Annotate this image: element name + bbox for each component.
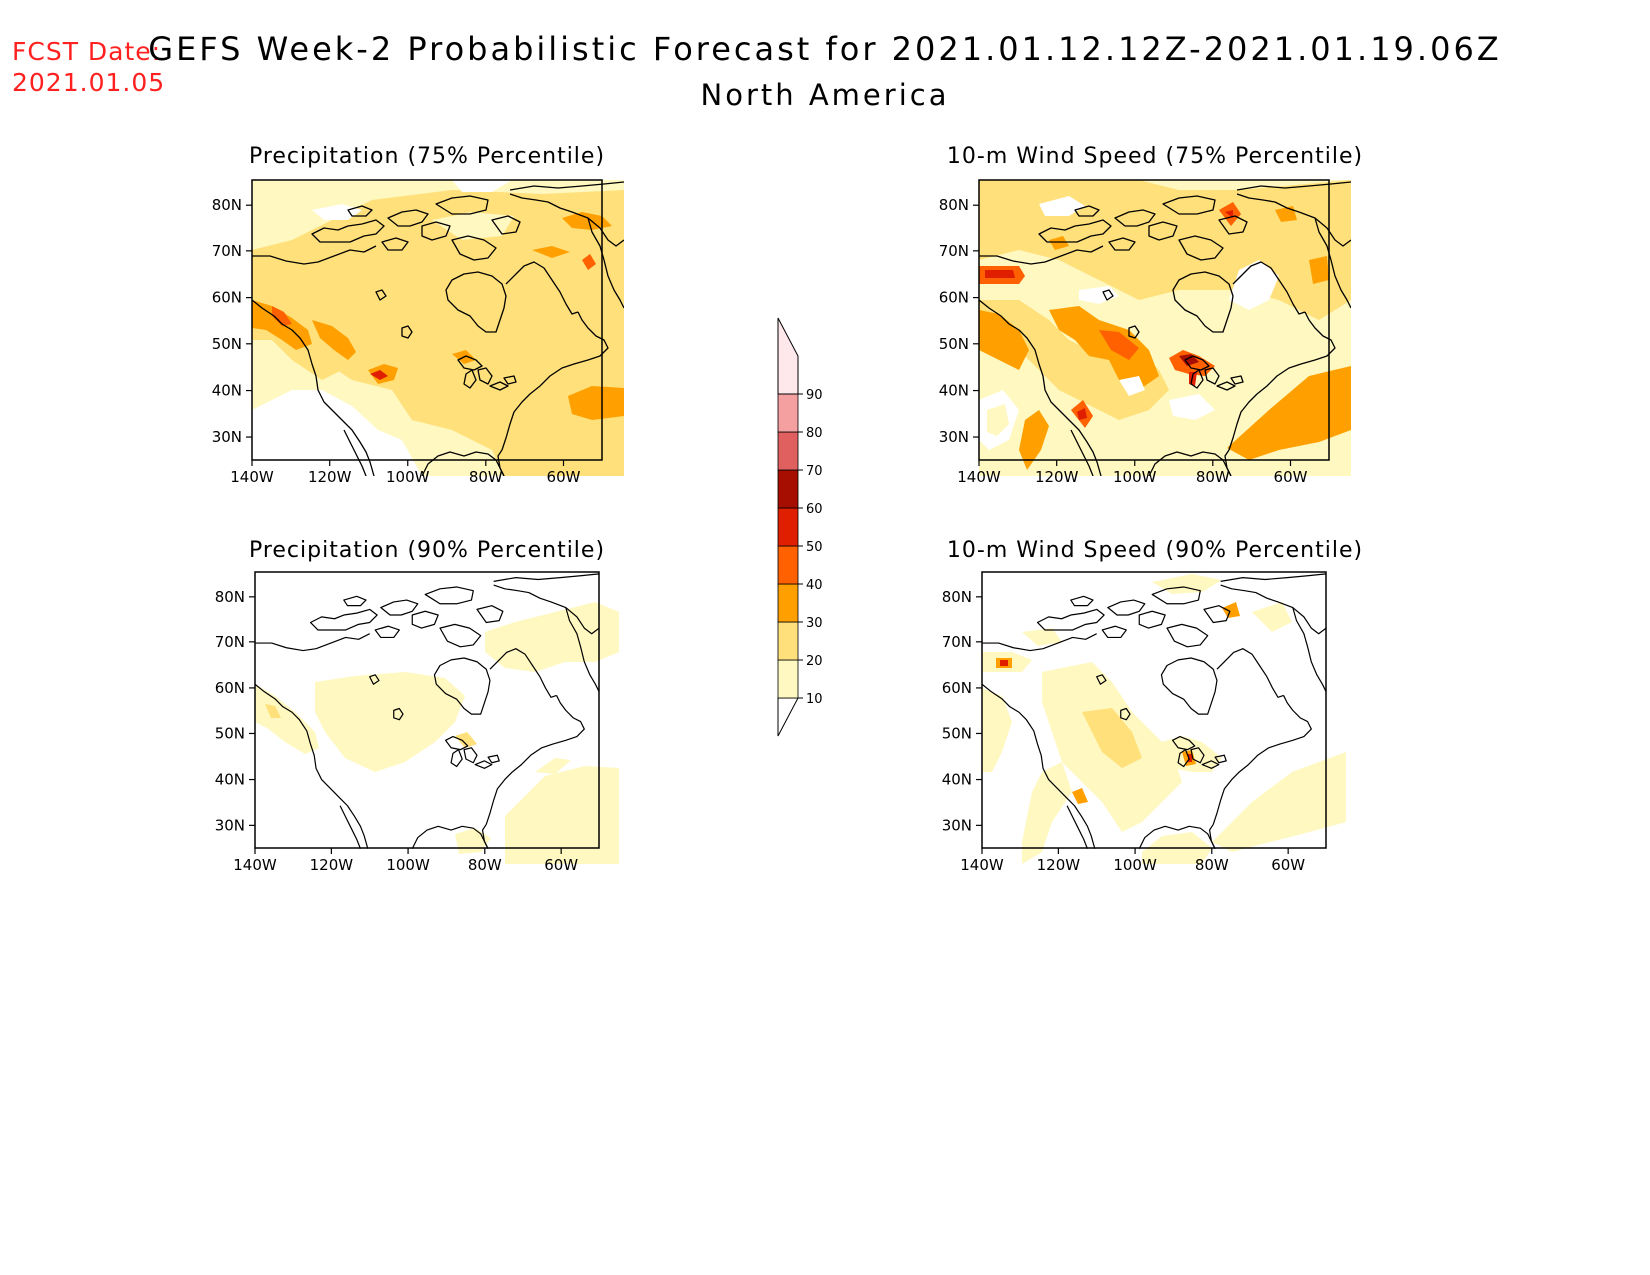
lat-tick-label: 60N — [212, 289, 242, 307]
lat-tick-label: 40N — [939, 382, 969, 400]
lat-tick-label: 80N — [942, 588, 972, 606]
colorbar-lower-cap — [777, 697, 799, 737]
lon-tick-label: 120W — [1037, 856, 1081, 874]
lat-tick-label: 40N — [942, 771, 972, 789]
lon-tick-label: 140W — [957, 468, 1001, 486]
lat-tick-label: 80N — [212, 196, 242, 214]
panel-wind-90: 10-m Wind Speed (90% Percentile) 80N 70N 6… — [942, 538, 1363, 874]
region-subtitle: North America — [700, 78, 950, 112]
lon-tick-label: 140W — [230, 468, 274, 486]
lon-tick-label: 140W — [233, 856, 277, 874]
lon-tick-label: 100W — [1113, 468, 1157, 486]
colorbar-label: 60 — [806, 502, 823, 517]
colorbar-label: 10 — [806, 692, 823, 707]
lat-tick-group: 80N 70N 60N 50N 40N 30N — [212, 196, 252, 446]
lat-tick-label: 40N — [212, 382, 242, 400]
lat-tick-label: 30N — [212, 428, 242, 446]
panel-precip-90: Precipitation (90% Percentile) 80N 70N 60N… — [215, 538, 619, 874]
colorbar-segment — [777, 545, 799, 585]
lon-tick-label: 100W — [1113, 856, 1157, 874]
colorbar-label: 70 — [806, 464, 823, 479]
forecast-date-block: FCST Date: 2021.01.05 — [12, 36, 165, 98]
lat-tick-label: 30N — [215, 816, 245, 834]
lon-tick-label: 60W — [547, 468, 581, 486]
lat-tick-label: 50N — [942, 724, 972, 742]
panel-title: 10-m Wind Speed (75% Percentile) — [947, 144, 1363, 169]
colorbar-segment — [777, 621, 799, 661]
lon-tick-label: 80W — [469, 468, 503, 486]
colorbar-segment — [777, 583, 799, 623]
colorbar-segment — [777, 659, 799, 699]
lat-tick-group: 80N 70N 60N 50N 40N 30N — [215, 588, 255, 834]
lat-tick-label: 30N — [939, 428, 969, 446]
lon-tick-label: 80W — [1196, 468, 1230, 486]
lat-tick-label: 50N — [212, 335, 242, 353]
lon-tick-label: 120W — [310, 856, 354, 874]
forecast-date-value: 2021.01.05 — [12, 68, 166, 97]
lon-tick-label: 120W — [308, 468, 352, 486]
colorbar-label: 80 — [806, 426, 823, 441]
lat-tick-group: 80N 70N 60N 50N 40N 30N — [939, 196, 979, 446]
colorbar-label: 20 — [806, 654, 823, 669]
lat-tick-label: 60N — [942, 679, 972, 697]
panel-title: 10-m Wind Speed (90% Percentile) — [947, 538, 1363, 563]
colorbar-segment — [777, 469, 799, 509]
colorbar-segment — [777, 317, 799, 395]
lat-tick-label: 80N — [215, 588, 245, 606]
forecast-date-label: FCST Date: — [12, 37, 162, 66]
lon-tick-label: 60W — [544, 856, 578, 874]
panel-wind-75: 10-m Wind Speed (75% Percentile) 80N 70N 6… — [939, 144, 1363, 486]
lat-tick-label: 80N — [939, 196, 969, 214]
colorbar-label: 30 — [806, 616, 823, 631]
lon-tick-group: 140W 120W 100W 80W 60W — [960, 848, 1305, 874]
lat-tick-label: 50N — [939, 335, 969, 353]
panel-title: Precipitation (75% Percentile) — [249, 144, 605, 169]
panel-precip-75: Precipitation (75% Percentile) 80N 70N 60N… — [212, 144, 624, 486]
lon-tick-label: 120W — [1035, 468, 1079, 486]
colorbar-segment — [777, 431, 799, 471]
lat-tick-label: 60N — [939, 289, 969, 307]
lon-tick-label: 60W — [1271, 856, 1305, 874]
colorbar-label: 90 — [806, 388, 823, 403]
lat-tick-label: 60N — [215, 679, 245, 697]
lat-tick-label: 40N — [215, 771, 245, 789]
colorbar-segment — [777, 393, 799, 433]
colorbar: 10 20 30 40 50 60 70 80 90 — [777, 317, 823, 737]
lat-tick-group: 80N 70N 60N 50N 40N 30N — [942, 588, 982, 834]
lat-tick-label: 70N — [939, 242, 969, 260]
colorbar-label: 40 — [806, 578, 823, 593]
lat-tick-label: 70N — [215, 633, 245, 651]
colorbar-label: 50 — [806, 540, 823, 555]
lat-tick-label: 70N — [212, 242, 242, 260]
lon-tick-label: 100W — [386, 856, 430, 874]
lon-tick-label: 140W — [960, 856, 1004, 874]
lon-tick-label: 100W — [386, 468, 430, 486]
panel-title: Precipitation (90% Percentile) — [249, 538, 605, 563]
lat-tick-label: 30N — [942, 816, 972, 834]
lon-tick-group: 140W 120W 100W 80W 60W — [957, 460, 1308, 486]
lon-tick-group: 140W 120W 100W 80W 60W — [230, 460, 581, 486]
lat-tick-label: 50N — [215, 724, 245, 742]
lon-tick-group: 140W 120W 100W 80W 60W — [233, 848, 578, 874]
lat-tick-label: 70N — [942, 633, 972, 651]
lon-tick-label: 80W — [468, 856, 502, 874]
lon-tick-label: 60W — [1274, 468, 1308, 486]
page-title: GEFS Week-2 Probabilistic Forecast for 2… — [148, 30, 1502, 68]
lon-tick-label: 80W — [1195, 856, 1229, 874]
colorbar-segment — [777, 507, 799, 547]
